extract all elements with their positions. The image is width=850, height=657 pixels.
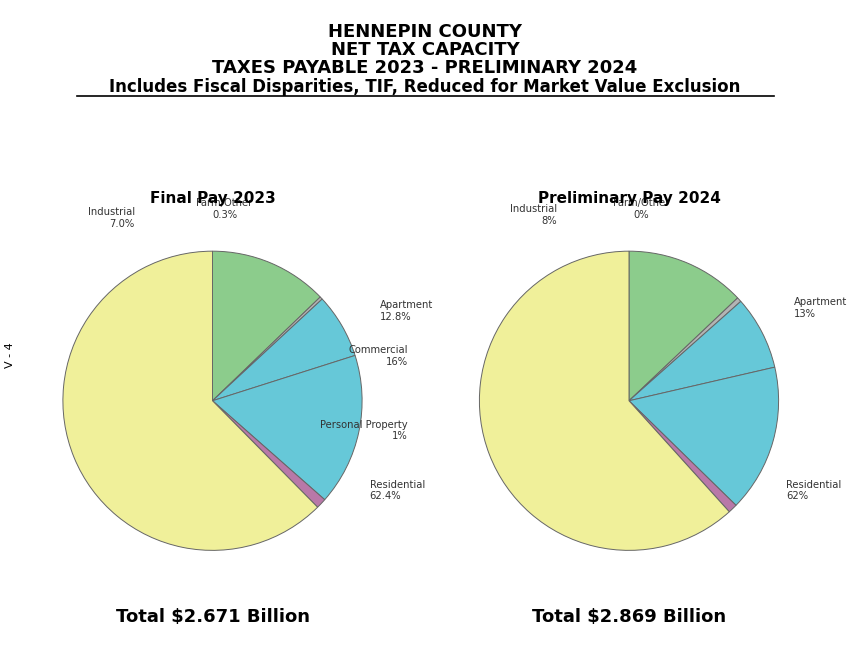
Text: Commercial
16%: Commercial 16% (348, 345, 408, 367)
Title: Preliminary Pay 2024: Preliminary Pay 2024 (537, 191, 721, 206)
Wedge shape (212, 355, 362, 500)
Wedge shape (212, 297, 322, 401)
Text: Farm/Other
0.3%: Farm/Other 0.3% (196, 198, 252, 220)
Wedge shape (629, 251, 738, 401)
Text: V - 4: V - 4 (5, 342, 15, 368)
Text: Personal Property
1%: Personal Property 1% (320, 420, 408, 442)
Text: Farm/Other
0%: Farm/Other 0% (613, 198, 669, 220)
Wedge shape (212, 299, 355, 401)
Text: Includes Fiscal Disparities, TIF, Reduced for Market Value Exclusion: Includes Fiscal Disparities, TIF, Reduce… (110, 78, 740, 96)
Wedge shape (212, 251, 320, 401)
Title: Final Pay 2023: Final Pay 2023 (150, 191, 275, 206)
Text: Apartment
13%: Apartment 13% (794, 297, 847, 319)
Wedge shape (629, 401, 736, 512)
Wedge shape (212, 401, 325, 507)
Text: HENNEPIN COUNTY: HENNEPIN COUNTY (328, 23, 522, 41)
Text: Residential
62.4%: Residential 62.4% (370, 480, 425, 501)
Text: Industrial
8%: Industrial 8% (510, 204, 558, 226)
Text: Residential
62%: Residential 62% (786, 480, 842, 501)
Text: NET TAX CAPACITY: NET TAX CAPACITY (331, 41, 519, 58)
Text: Total $2.671 Billion: Total $2.671 Billion (116, 608, 309, 625)
Wedge shape (629, 298, 741, 401)
Text: Total $2.869 Billion: Total $2.869 Billion (532, 608, 726, 625)
Text: Apartment
12.8%: Apartment 12.8% (380, 300, 434, 322)
Wedge shape (479, 251, 729, 551)
Wedge shape (629, 302, 774, 401)
Text: TAXES PAYABLE 2023 - PRELIMINARY 2024: TAXES PAYABLE 2023 - PRELIMINARY 2024 (212, 59, 638, 77)
Text: Industrial
7.0%: Industrial 7.0% (88, 208, 134, 229)
Wedge shape (63, 251, 318, 551)
Wedge shape (629, 367, 779, 505)
